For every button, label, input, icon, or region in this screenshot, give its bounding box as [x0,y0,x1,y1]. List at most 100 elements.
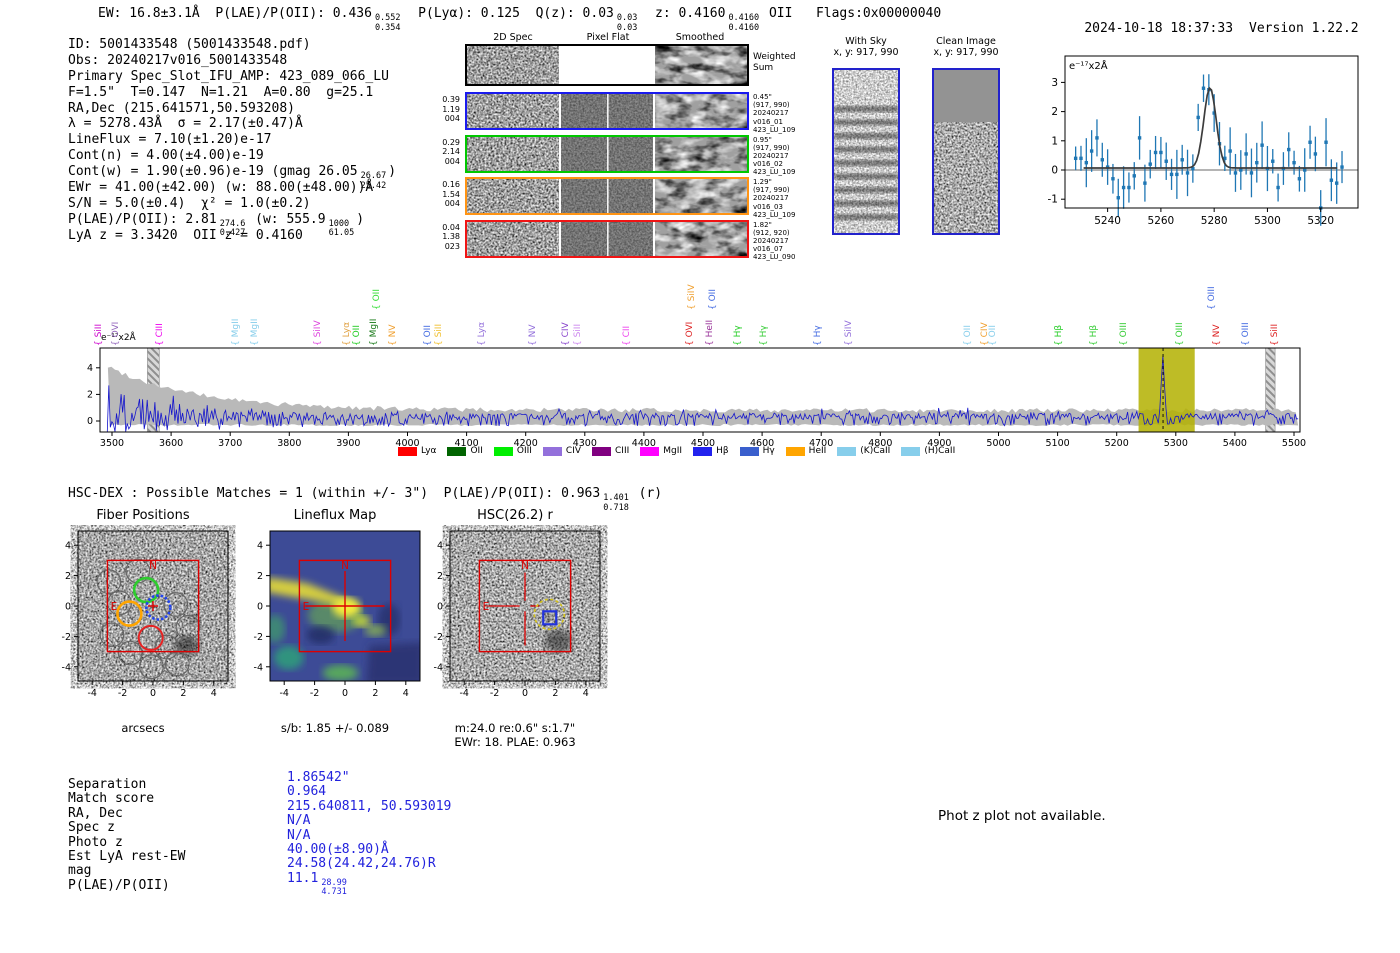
svg-text:1: 1 [1051,135,1058,147]
cutout-row [465,134,749,173]
svg-text:-4: -4 [459,688,468,699]
cutout-right-label: 1.82" (912, 920) 20240217 v016_07 423_LU_090 [753,220,796,262]
cutout-smoothed-image [654,136,747,171]
hsc-caption-2: EWr: 18. PLAE: 0.963 [454,735,576,749]
match-row-value: 40.00(±8.90)Å [287,842,389,857]
emission-line-label: { Lyα [342,321,352,346]
legend-item: OIII [493,446,532,456]
with-sky-image [834,70,898,233]
with-sky-cutout [832,68,900,235]
match-row-value: 215.640811, 50.593019 [287,798,452,814]
info-line-12: LyA z = 3.3420 OII z = 0.4160 [68,227,303,243]
line-fit-zoom-plot: 5240 5260 5280 5300 5320 -1 0 1 2 3 e⁻¹⁷x2Å [1040,46,1380,242]
svg-text:0: 0 [1051,165,1058,177]
legend-swatch [493,446,513,456]
svg-text:4: 4 [437,541,443,552]
svg-text:3800: 3800 [277,438,301,449]
svg-text:2: 2 [1051,106,1058,118]
emission-line-label: { MgII [250,318,260,346]
lineflux-map-svg: N E -4 -4 -2 -2 0 0 2 2 4 4 [254,530,421,699]
svg-text:-4: -4 [254,662,263,673]
emission-line-label: { OII [988,325,998,346]
legend-swatch [739,446,759,456]
svg-text:4: 4 [211,688,217,699]
fiber-positions-title: Fiber Positions [96,508,190,523]
emission-line-label: { OII [423,325,433,346]
match-row-value: 1.86542" [287,770,350,785]
svg-text:N: N [521,560,529,572]
svg-text:E: E [303,601,310,613]
fiber-positions-svg: N E -4 -4 -2 -2 0 0 2 2 4 4 [62,530,229,699]
legend-swatch [693,446,713,456]
cutout-pixel-flat-image [560,136,654,171]
hsc-dex-match-line: HSC-DEX : Possible Matches = 1 (within +… [68,486,663,513]
legend-swatch [398,446,417,456]
svg-text:E: E [483,601,490,613]
svg-text:5300: 5300 [1254,215,1281,227]
svg-text:3: 3 [1051,77,1058,89]
line-fit-zoom-svg: 5240 5260 5280 5300 5320 -1 0 1 2 3 e⁻¹⁷x2Å [1048,55,1359,227]
full-spectrum-figure: 3500 3600 3700 3800 3900 4000 4100 4200 4300 4400… [85,344,1310,460]
emission-line-label: { OII [708,289,718,310]
cutout-left-label: 0.04 1.38 023 [442,222,460,251]
svg-text:E: E [111,601,118,613]
svg-text:4100: 4100 [455,438,479,449]
hsc-image-panel: HSC(26.2) r N E -4 -4 -2 -2 0 0 2 2 4 4 m:24.0 re:0… [420,508,610,749]
emission-line-label: { OIII [1207,286,1217,310]
legend-swatch [542,446,562,456]
report-version: Version 1.22.2 [1249,21,1359,36]
svg-text:2: 2 [372,688,378,699]
col-header-pixel-flat: Pixel Flat [586,32,630,43]
svg-text:-2: -2 [434,632,443,643]
svg-text:-2: -2 [310,688,319,699]
svg-text:5240: 5240 [1094,215,1121,227]
legend-swatch [592,446,612,456]
cutout-left-label: 0.29 2.14 004 [442,137,460,166]
cutout-right-label: Weighted Sum [753,52,796,73]
match-row-label: Photo z [68,834,123,850]
svg-text:0: 0 [150,688,156,699]
sup-sub-value: 1.401 0.718 [603,493,629,513]
cutout-row [465,219,749,258]
legend-swatch [901,446,921,456]
legend-item: (K)CaII [837,446,890,456]
emission-line-label: { CIV [561,322,571,346]
col-header-2d-spec: 2D Spec [493,32,533,43]
emission-line-label: { OIII [1175,322,1185,346]
svg-text:0: 0 [257,602,263,613]
info-line-8: Cont(w) = 1.90(±0.96)e-19 (gmag 26.05 26.… [68,164,397,191]
cutout-pixel-flat-image [560,179,654,213]
emission-line-label: { Hβ [1054,324,1064,346]
match-row-label: Spec z [68,820,115,836]
svg-text:-4: -4 [279,688,288,699]
photz-unavailable-message: Phot z plot not available. [938,808,1106,824]
full-spectrum-svg: 3500 3600 3700 3800 3900 4000 4100 4200 4300 4400… [87,347,1306,449]
clean-image-title: Clean Image [936,36,996,47]
emission-line-label: { Lyα [477,321,487,346]
emission-line-label: { SiII [94,323,104,346]
sup-sub-value: 274.6 0.427 [219,218,246,239]
svg-text:5280: 5280 [1201,215,1228,227]
svg-text:5300: 5300 [1164,438,1188,449]
cutout-smoothed-image [654,46,747,84]
clean-image-header: Clean Image x, y: 917, 990 [933,36,998,58]
cutout-row [465,92,749,130]
cutout-left-label: 0.39 1.19 004 [442,95,460,123]
emission-line-label: { OVI [685,321,695,346]
svg-text:5500: 5500 [1282,438,1306,449]
cutout-pixel-flat-image [560,46,654,84]
emission-line-label: { NV [388,324,398,346]
with-sky-header: With Sky x, y: 917, 990 [833,36,898,58]
info-line-9: EWr = 41.00(±42.00) (w: 88.00(±48.00))Å [68,180,374,196]
legend-swatch [447,446,467,456]
spectrum-legend: Lyα OII OIII CIV CIII MgII Hβ Hγ HeII (K)CaII (H)C… [398,446,955,456]
info-line-6: LineFlux = 7.10(±1.20)e-17 [68,132,272,148]
match-row-value: 0.964 [287,784,327,800]
emission-line-label: { NV [1212,324,1222,346]
legend-item: OII [447,446,483,456]
cutout-smoothed-image [654,94,747,128]
lineflux-map-panel: Lineflux Map N E -4 -4 -2 -2 0 0 2 2 4 4 s/b: 1.85 … [240,508,430,735]
legend-swatch [785,446,805,456]
svg-text:4: 4 [583,688,589,699]
emission-line-label: { MgII [231,318,241,346]
